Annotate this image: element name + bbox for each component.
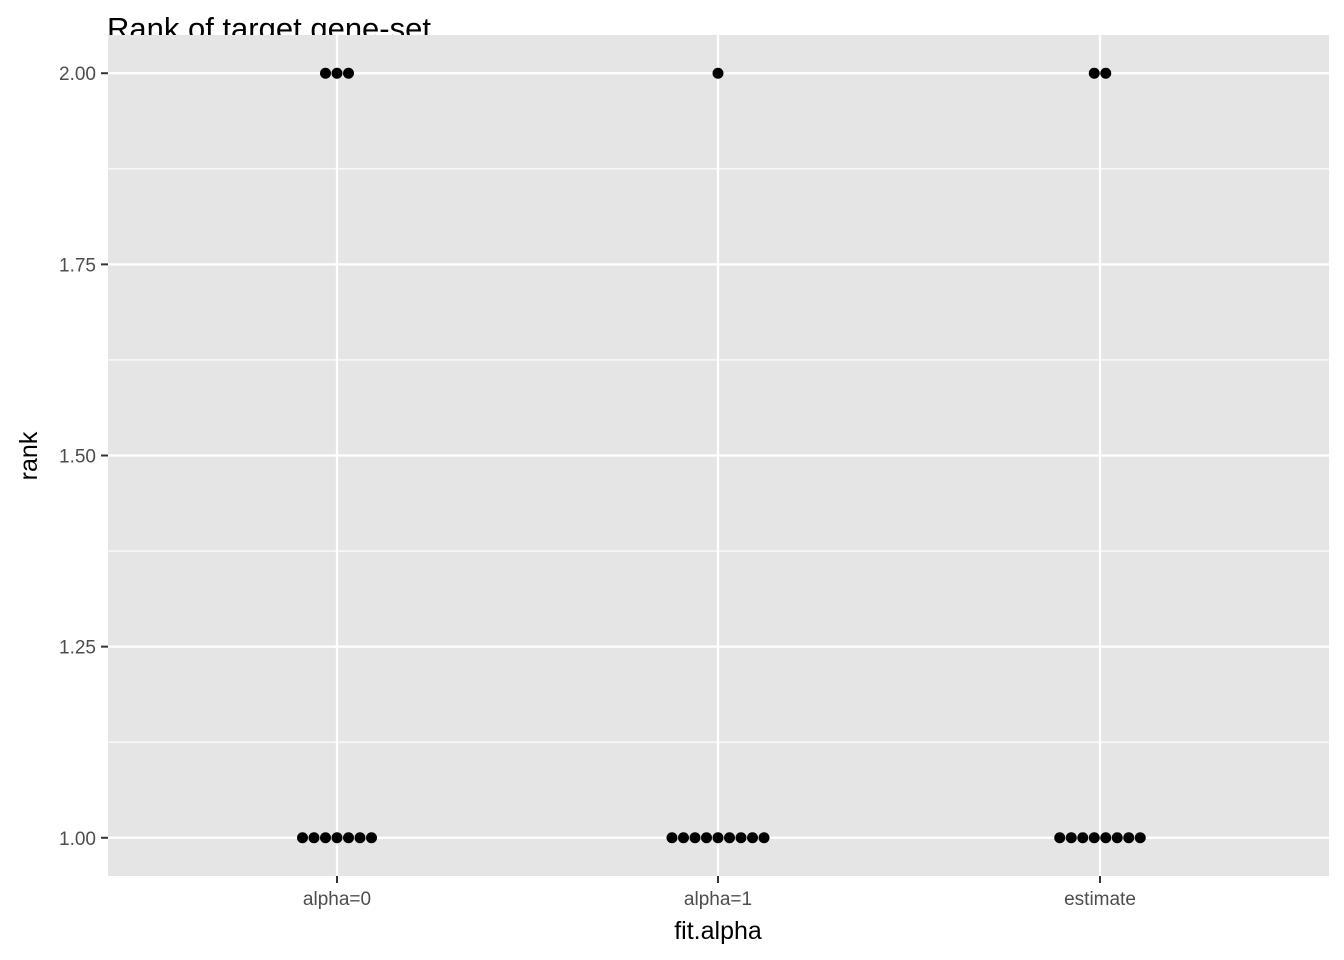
data-point [343, 67, 354, 79]
data-point [320, 67, 331, 79]
data-point [1088, 67, 1100, 79]
data-point [1100, 67, 1112, 79]
data-point [735, 832, 747, 844]
data-point [320, 832, 331, 844]
data-point [1111, 832, 1123, 844]
data-point [354, 832, 366, 844]
data-point [701, 832, 712, 844]
y-tick-label: 1.75 [59, 255, 96, 276]
x-axis: alpha=0 alpha=1 estimate [303, 876, 1136, 910]
x-tick-label: estimate [1064, 889, 1136, 910]
y-tick-label: 1.00 [59, 829, 96, 850]
data-point [331, 67, 343, 79]
data-point [366, 832, 377, 844]
data-point [666, 832, 678, 844]
data-point [1077, 832, 1089, 844]
data-point [758, 832, 770, 844]
x-tick-label: alpha=0 [303, 889, 371, 910]
data-point [343, 832, 354, 844]
data-point [1100, 832, 1112, 844]
y-tick-label: 2.00 [59, 64, 96, 85]
data-point [712, 832, 724, 844]
data-point [1123, 832, 1135, 844]
data-point [1065, 832, 1077, 844]
data-point [689, 832, 701, 844]
data-point [297, 832, 308, 844]
data-point [331, 832, 343, 844]
x-tick-label: alpha=1 [684, 889, 752, 910]
data-point [712, 67, 724, 79]
data-point [747, 832, 758, 844]
data-point [724, 832, 735, 844]
data-point [678, 832, 689, 844]
y-axis-title: rank [15, 431, 43, 480]
y-axis: 1.00 1.25 1.50 1.75 2.00 [59, 64, 108, 850]
data-point [308, 832, 320, 844]
x-axis-title: fit.alpha [674, 917, 762, 945]
data-point [1088, 832, 1100, 844]
y-tick-label: 1.50 [59, 447, 96, 468]
data-points [297, 67, 1146, 844]
y-tick-label: 1.25 [59, 638, 96, 659]
data-point [1054, 832, 1066, 844]
data-point [1134, 832, 1146, 844]
